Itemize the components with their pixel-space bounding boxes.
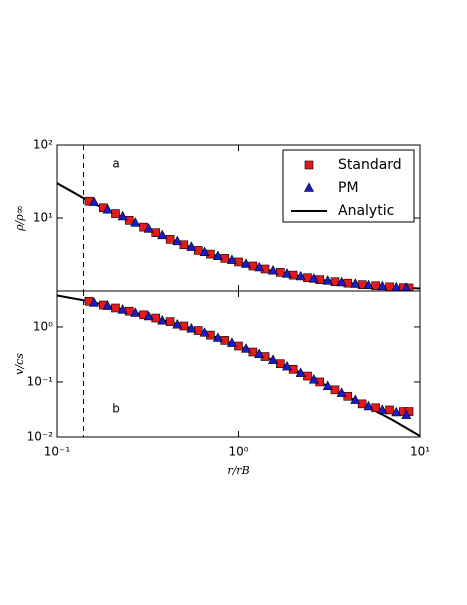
legend-swatch (304, 182, 314, 192)
triangle-marker (241, 343, 252, 353)
triangle-marker (102, 204, 113, 214)
triangle-marker (391, 406, 402, 417)
triangle-marker (143, 223, 154, 233)
square-marker (124, 216, 134, 225)
y-tick-label: 10⁰ (33, 319, 53, 333)
legend-label: Standard (338, 157, 402, 173)
x-tick-label: 10⁰ (228, 445, 248, 459)
square-marker (276, 268, 285, 277)
triangle-marker (336, 276, 347, 287)
triangle-marker (377, 404, 388, 414)
x-tick-label: 10⁻¹ (44, 445, 71, 459)
triangle-marker (212, 250, 223, 260)
triangle-marker (226, 254, 237, 264)
y-tick-label: 10² (33, 138, 53, 152)
triangle-marker (254, 348, 265, 358)
triangle-marker (308, 273, 319, 283)
triangle-marker (186, 323, 197, 333)
triangle-marker (117, 210, 128, 221)
square-marker (165, 235, 175, 244)
triangle-marker (157, 315, 168, 325)
y-axis-label: v/cs (13, 353, 26, 375)
triangle-marker (322, 380, 333, 390)
y-tick-label: 10⁻² (27, 430, 54, 444)
axes-frame (56, 290, 421, 438)
square-marker (385, 405, 394, 415)
triangle-marker (226, 337, 237, 347)
triangle-marker (89, 297, 100, 307)
triangle-marker (89, 196, 100, 206)
triangle-marker (254, 261, 265, 272)
triangle-marker (172, 319, 183, 329)
square-marker (357, 399, 367, 409)
y-axis-label: ρ/ρ∞ (13, 205, 26, 232)
triangle-marker (143, 310, 154, 321)
square-marker (111, 209, 120, 218)
triangle-marker (281, 360, 292, 371)
triangle-marker (350, 394, 361, 404)
x-tick-label: 10¹ (410, 445, 430, 459)
triangle-marker (186, 241, 197, 251)
square-marker (371, 403, 380, 413)
square-marker (151, 313, 161, 323)
triangle-marker (281, 268, 292, 278)
legend-swatch (304, 160, 314, 170)
triangle-marker (322, 275, 333, 285)
square-marker (193, 326, 203, 335)
triangle-marker (199, 327, 210, 337)
plot-area (57, 291, 420, 437)
triangle-marker (350, 278, 361, 288)
square-marker (111, 303, 120, 313)
triangle-marker (268, 265, 279, 275)
triangle-marker (212, 332, 223, 342)
triangle-marker (295, 367, 306, 377)
y-tick-label: 10⁻¹ (27, 374, 54, 388)
legend-label: Analytic (338, 203, 394, 219)
x-axis-label: r/rB (227, 464, 249, 477)
panel-label: a (112, 157, 119, 171)
triangle-marker (363, 400, 374, 411)
square-marker (179, 321, 189, 331)
triangle-marker (130, 307, 141, 317)
square-marker (165, 317, 175, 326)
triangle-marker (268, 354, 279, 364)
y-tick-label: 10¹ (33, 211, 53, 225)
triangle-marker (157, 229, 168, 240)
triangle-marker (401, 282, 411, 291)
plot-area (57, 145, 420, 291)
triangle-marker (172, 235, 183, 246)
triangle-marker (117, 304, 128, 314)
panel-label: b (112, 402, 120, 416)
triangle-marker (363, 279, 374, 290)
triangle-marker (241, 258, 252, 268)
triangle-marker (295, 270, 306, 281)
triangle-marker (102, 300, 113, 310)
triangle-marker (401, 409, 412, 419)
legend-label: PM (338, 180, 359, 196)
triangle-marker (336, 387, 347, 397)
triangle-marker (377, 280, 388, 291)
triangle-marker (308, 374, 319, 384)
triangle-marker (130, 217, 141, 227)
triangle-marker (199, 246, 210, 257)
